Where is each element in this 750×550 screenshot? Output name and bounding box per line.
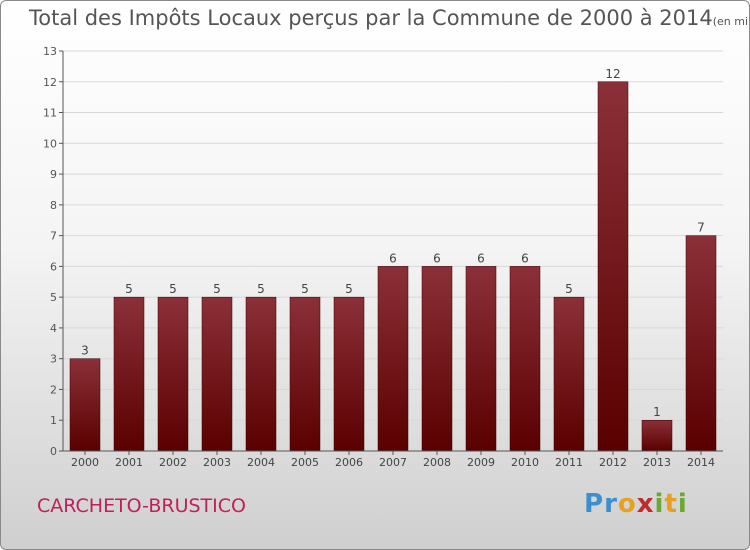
y-tick-label: 0 — [50, 445, 57, 458]
bar-chart: 35 5 5 5 5 56 6 6 651217 0123456789101112132000 2… — [1, 1, 749, 549]
data-label: 5 — [257, 282, 265, 296]
y-tick-label: 7 — [50, 230, 57, 243]
bar[interactable] — [158, 297, 188, 451]
bar[interactable] — [378, 266, 408, 451]
x-tick-label: 2003 — [203, 456, 231, 469]
data-label: 3 — [81, 344, 89, 358]
data-label: 5 — [125, 282, 133, 296]
y-tick-label: 2 — [50, 383, 57, 396]
x-tick-label: 2000 — [71, 456, 99, 469]
y-tick-label: 12 — [43, 76, 57, 89]
y-tick-label: 8 — [50, 199, 57, 212]
bar[interactable] — [246, 297, 276, 451]
data-label: 5 — [213, 282, 221, 296]
bar[interactable] — [642, 420, 672, 451]
x-tick-label: 2008 — [423, 456, 451, 469]
bar[interactable] — [202, 297, 232, 451]
bar[interactable] — [510, 266, 540, 451]
commune-name: CARCHETO-BRUSTICO — [37, 495, 246, 517]
data-label: 12 — [605, 67, 620, 81]
x-tick-label: 2012 — [599, 456, 627, 469]
y-tick-label: 13 — [43, 45, 57, 58]
x-tick-label: 2001 — [115, 456, 143, 469]
bar[interactable] — [334, 297, 364, 451]
x-tick-label: 2005 — [291, 456, 319, 469]
data-label: 7 — [697, 221, 705, 235]
data-label: 5 — [345, 282, 353, 296]
bar[interactable] — [598, 82, 628, 451]
data-label: 5 — [565, 282, 573, 296]
data-label: 6 — [433, 251, 441, 265]
bar[interactable] — [114, 297, 144, 451]
x-tick-label: 2010 — [511, 456, 539, 469]
bar[interactable] — [70, 359, 100, 451]
y-tick-label: 9 — [50, 168, 57, 181]
x-tick-label: 2006 — [335, 456, 363, 469]
y-tick-label: 1 — [50, 414, 57, 427]
bar[interactable] — [554, 297, 584, 451]
y-tick-label: 4 — [50, 322, 57, 335]
bars: 3 5 5 5 5 5 5 6 6 6 6 5 12 1 7 — [70, 67, 716, 451]
bar[interactable] — [422, 266, 452, 451]
data-label: 5 — [169, 282, 177, 296]
data-label: 6 — [477, 251, 485, 265]
bar[interactable] — [290, 297, 320, 451]
y-tick-label: 5 — [50, 291, 57, 304]
x-tick-label: 2009 — [467, 456, 495, 469]
y-tick-label: 11 — [43, 107, 57, 120]
x-tick-label: 2014 — [687, 456, 715, 469]
y-tick-label: 10 — [43, 137, 57, 150]
bar[interactable] — [466, 266, 496, 451]
data-label: 5 — [301, 282, 309, 296]
bar[interactable] — [686, 236, 716, 451]
y-tick-label: 3 — [50, 353, 57, 366]
x-tick-label: 2011 — [555, 456, 583, 469]
data-label: 1 — [653, 405, 661, 419]
y-tick-label: 6 — [50, 260, 57, 273]
x-tick-label: 2013 — [643, 456, 671, 469]
x-tick-label: 2004 — [247, 456, 275, 469]
x-tick-label: 2002 — [159, 456, 187, 469]
data-label: 6 — [389, 251, 397, 265]
chart-frame: Total des Impôts Locaux perçus par la Co… — [0, 0, 750, 550]
data-label: 6 — [521, 251, 529, 265]
x-tick-label: 2007 — [379, 456, 407, 469]
proxiti-logo[interactable]: Proxiti — [584, 489, 688, 519]
